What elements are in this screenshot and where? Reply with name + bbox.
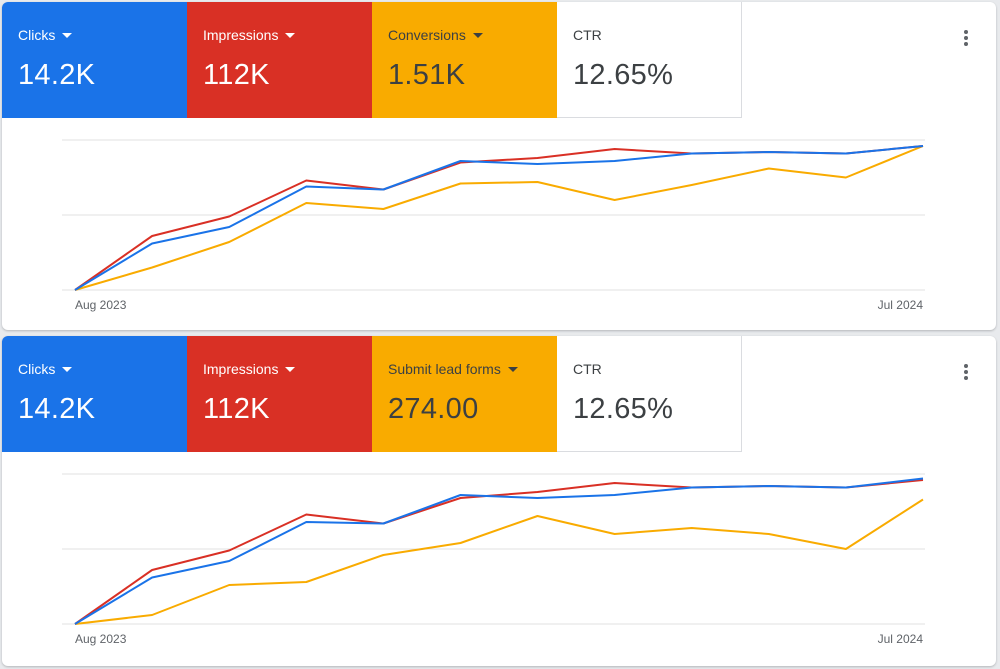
metric-value: 112K (203, 393, 270, 425)
metric-tile-clicks[interactable]: Clicks 14.2K (2, 336, 187, 452)
metric-label: Submit lead forms (388, 361, 518, 377)
performance-card-1: Clicks 14.2K Impressions 112K Conversion… (2, 2, 996, 330)
x-tick-label: Jul 2024 (878, 298, 924, 312)
metric-label: Clicks (18, 361, 73, 377)
metric-tile-ctr[interactable]: CTR 12.65% (557, 2, 742, 118)
metric-value: 112K (203, 59, 270, 91)
metric-tile-conversions[interactable]: Conversions 1.51K (372, 2, 557, 118)
performance-card-2: Clicks 14.2K Impressions 112K Submit lea… (2, 336, 996, 666)
metric-tile-impressions[interactable]: Impressions 112K (187, 2, 372, 118)
line-chart: Aug 2023 Jul 2024 (62, 473, 925, 646)
series-line-1[interactable] (74, 479, 924, 625)
metric-tile-clicks[interactable]: Clicks 14.2K (2, 2, 187, 118)
metric-value: 12.65% (573, 59, 674, 91)
dropdown-caret-icon[interactable] (62, 366, 73, 372)
more-options-icon[interactable] (958, 28, 974, 52)
metric-value: 14.2K (18, 393, 96, 425)
dropdown-caret-icon[interactable] (285, 366, 296, 372)
metric-tiles: Clicks 14.2K Impressions 112K Conversion… (2, 2, 742, 118)
metric-label: CTR (573, 361, 602, 377)
metric-label: Clicks (18, 27, 73, 43)
metric-tiles: Clicks 14.2K Impressions 112K Submit lea… (2, 336, 742, 452)
dropdown-caret-icon[interactable] (285, 32, 296, 38)
series-line-0[interactable] (74, 145, 924, 291)
series-line-2[interactable] (74, 145, 924, 291)
metric-tile-impressions[interactable]: Impressions 112K (187, 336, 372, 452)
metric-value: 14.2K (18, 59, 96, 91)
metric-value: 1.51K (388, 59, 466, 91)
metric-tile-ctr[interactable]: CTR 12.65% (557, 336, 742, 452)
dropdown-caret-icon[interactable] (507, 366, 518, 372)
dropdown-caret-icon[interactable] (62, 32, 73, 38)
more-options-icon[interactable] (958, 362, 974, 386)
metric-tile-submit-lead-forms[interactable]: Submit lead forms 274.00 (372, 336, 557, 452)
series-line-0[interactable] (74, 477, 924, 625)
metric-label: Impressions (203, 361, 296, 377)
x-tick-label: Jul 2024 (878, 632, 924, 646)
x-tick-label: Aug 2023 (75, 298, 127, 312)
metric-label: Conversions (388, 27, 483, 43)
metric-label: Impressions (203, 27, 296, 43)
x-tick-label: Aug 2023 (75, 632, 127, 646)
line-chart: Aug 2023 Jul 2024 (62, 139, 925, 312)
dropdown-caret-icon[interactable] (472, 32, 483, 38)
metric-value: 274.00 (388, 393, 479, 425)
metric-value: 12.65% (573, 393, 674, 425)
series-line-2[interactable] (74, 498, 924, 625)
series-line-1[interactable] (74, 145, 924, 291)
metric-label: CTR (573, 27, 602, 43)
